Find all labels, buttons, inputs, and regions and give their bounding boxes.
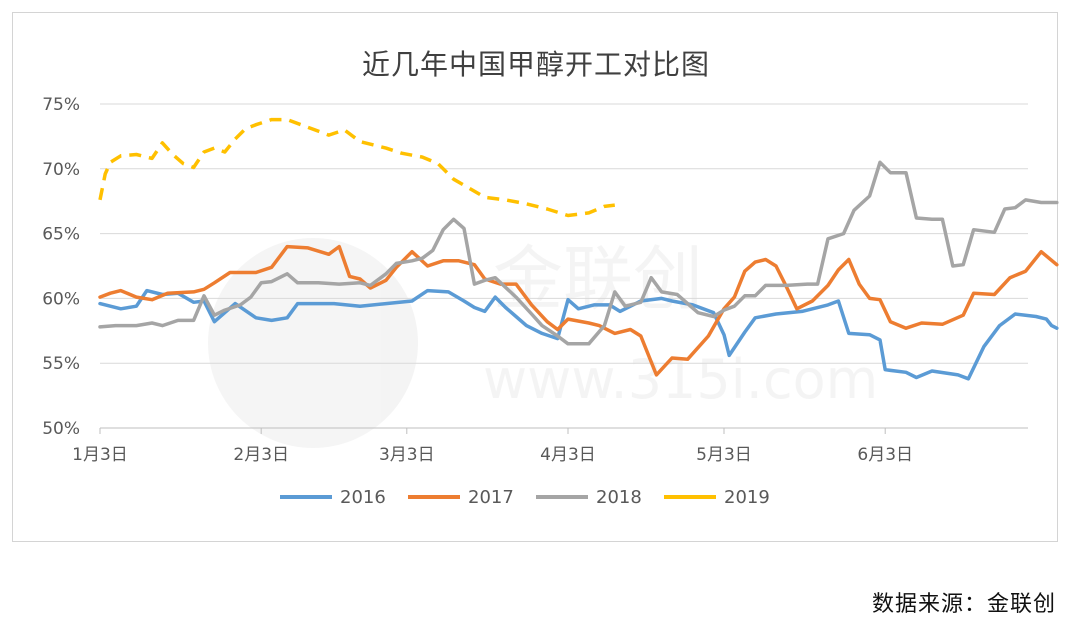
series-layer bbox=[98, 117, 1059, 381]
y-tick-label: 65% bbox=[42, 225, 80, 245]
series-line-2017 bbox=[98, 244, 1059, 377]
y-tick-label: 60% bbox=[42, 289, 80, 309]
series-line-2016 bbox=[98, 288, 1059, 381]
chart-title: 近几年中国甲醇开工对比图 bbox=[361, 48, 710, 81]
y-tick-label: 75% bbox=[42, 95, 80, 115]
legend-label-2017: 2017 bbox=[468, 487, 514, 508]
legend-label-2019: 2019 bbox=[724, 487, 770, 508]
chart-plot: 金联创 www.315i.com 50% 55% 60% 65% 70% 75% 1月3日 2… bbox=[42, 95, 1059, 508]
x-tick-label: 4月3日 bbox=[540, 445, 596, 465]
watermark-logo-icon bbox=[208, 238, 418, 448]
watermark: 金联创 www.315i.com bbox=[208, 238, 878, 448]
series-line-2019 bbox=[98, 117, 616, 218]
chart-frame: 近几年中国甲醇开工对比图 金联创 www.315i.com 50% 55% 60% 6… bbox=[12, 12, 1059, 542]
y-tick-label: 55% bbox=[42, 354, 80, 374]
y-tick-label: 50% bbox=[42, 419, 80, 439]
legend: 2016 2017 2018 2019 bbox=[280, 487, 770, 508]
x-tick-label: 5月3日 bbox=[696, 445, 752, 465]
x-tick-label: 1月3日 bbox=[72, 445, 128, 465]
x-tick-label: 6月3日 bbox=[857, 445, 913, 465]
y-tick-label: 70% bbox=[42, 160, 80, 180]
series-line-2018 bbox=[98, 160, 1059, 346]
source-note: 数据来源：金联创 bbox=[871, 592, 1056, 617]
x-tick-label: 2月3日 bbox=[233, 445, 289, 465]
legend-label-2018: 2018 bbox=[596, 487, 642, 508]
legend-label-2016: 2016 bbox=[340, 487, 386, 508]
axis-layer: 50% 55% 60% 65% 70% 75% 1月3日 2月3日 3月3日 4月3日 5月3日 6月… bbox=[42, 95, 1028, 465]
x-tick-label: 3月3日 bbox=[379, 445, 435, 465]
